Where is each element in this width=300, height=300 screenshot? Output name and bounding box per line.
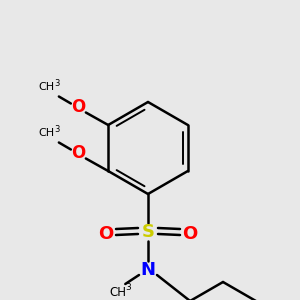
Text: O: O (98, 225, 114, 243)
Text: CH: CH (39, 128, 55, 139)
Text: 3: 3 (125, 284, 131, 292)
Text: 3: 3 (54, 125, 60, 134)
Text: S: S (142, 223, 154, 241)
Text: 3: 3 (54, 79, 60, 88)
Text: CH: CH (110, 286, 127, 298)
Text: O: O (182, 225, 198, 243)
Text: CH: CH (39, 82, 55, 92)
Text: O: O (71, 145, 85, 163)
Text: N: N (140, 261, 155, 279)
Text: O: O (71, 98, 85, 116)
